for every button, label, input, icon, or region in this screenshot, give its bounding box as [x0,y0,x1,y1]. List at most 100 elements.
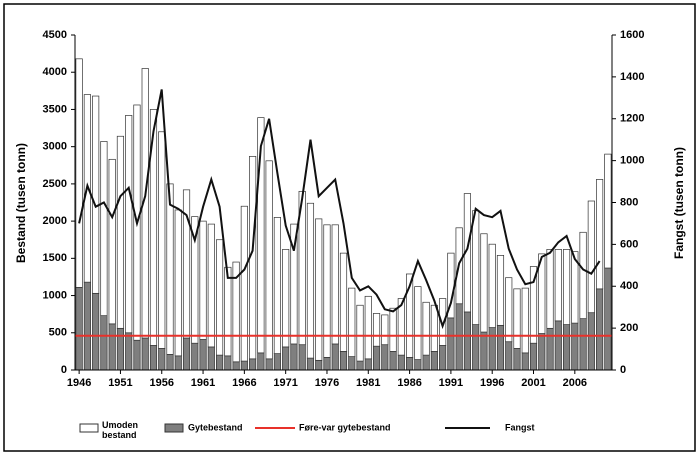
bar-segment [306,202,315,359]
bar-segment [166,354,174,371]
bar-segment [381,314,389,346]
bar-segment [290,343,298,371]
bar-segment [562,324,571,371]
bar-segment [216,354,224,371]
bar-segment [472,324,480,371]
bar-segment [141,337,149,371]
bar-segment [348,356,356,371]
bar-segment [488,243,496,328]
bar-segment [521,287,529,354]
bar-segment [116,135,125,329]
bar-segment [571,322,579,371]
bar-segment [315,218,323,361]
bar-segment [249,358,257,371]
x-tick-label: 1981 [356,377,380,389]
bar-segment [207,346,215,371]
bar-segment [422,354,430,371]
y2-tick-label: 1200 [620,113,644,125]
bar-segment [75,287,83,371]
bar-segment [372,313,381,347]
bar-segment [439,345,447,371]
bar-segment [182,337,191,371]
bar-segment [224,266,232,357]
bar-segment [108,323,116,371]
bar-segment [546,249,554,329]
legend-swatch [79,423,99,433]
bar-segment [389,307,397,352]
bar-segment [389,351,397,371]
bar-segment [430,304,438,352]
line [78,89,601,330]
x-tick-label: 2006 [563,377,587,389]
bar-segment [554,320,562,371]
bar-segment [406,273,414,358]
bar-segment [397,354,405,371]
bar-segment [224,355,232,371]
bar-segment [331,343,339,371]
x-tick-label: 1961 [191,377,215,389]
bar-segment [513,288,521,349]
bar-segment [166,183,174,355]
bar-segment [265,358,273,371]
bar-segment [149,345,158,371]
bar-segment [587,312,595,371]
y2-tick-label: 1400 [620,71,644,83]
bar-segment [149,109,158,346]
bar-segment [414,359,422,371]
bar-segment [125,332,133,371]
bar-segment [406,356,414,371]
y-tick-label: 3000 [43,141,67,153]
bar-segment [216,239,224,356]
bar-segment [381,344,389,371]
bar-segment [529,266,538,344]
y-tick-label: 4500 [43,29,67,41]
bar-segment [414,286,422,360]
bar-segment [265,160,273,360]
bar-segment [100,315,108,371]
bar-segment [356,304,364,362]
x-tick-label: 1976 [315,377,339,389]
bar-segment [579,318,587,371]
bar-segment [125,115,133,334]
bar-segment [273,353,281,371]
bar-segment [546,327,554,371]
bar-segment [232,361,240,371]
x-tick-label: 1951 [108,377,132,389]
bar-segment [92,292,100,371]
x-tick-label: 1991 [439,377,463,389]
bar-segment [521,352,529,371]
bar-segment [529,342,538,371]
bar-segment [323,356,331,371]
bar-segment [364,358,372,371]
bar-segment [513,348,521,371]
bar-segment [455,303,463,371]
bar-segment [273,217,281,354]
bar-segment [191,216,199,344]
y2-tick-label: 1000 [620,155,644,167]
y2-tick-label: 0 [620,364,626,376]
y2-tick-label: 400 [620,280,638,292]
bar-segment [571,251,579,324]
bar-segment [480,233,488,333]
bar-segment [505,277,513,343]
y2-tick-label: 600 [620,238,638,250]
legend-label: Gytebestand [188,422,243,432]
bar-segment [141,68,149,339]
bar-segment [596,179,604,290]
bar-segment [339,351,348,371]
legend-swatch [164,423,184,433]
bar-segment [604,153,612,269]
y2-axis-title: Fangst (tusen tonn) [672,147,686,259]
bar-segment [290,223,298,345]
bar-segment [472,210,480,325]
bar-segment [133,339,141,371]
bar-segment [496,324,505,371]
bar-segment [191,342,199,371]
bar-segment [348,287,356,357]
bar-segment [306,357,315,371]
x-tick-label: 1946 [67,377,91,389]
bar-segment [174,209,182,357]
y2-tick-label: 800 [620,196,638,208]
bar-segment [554,249,562,322]
